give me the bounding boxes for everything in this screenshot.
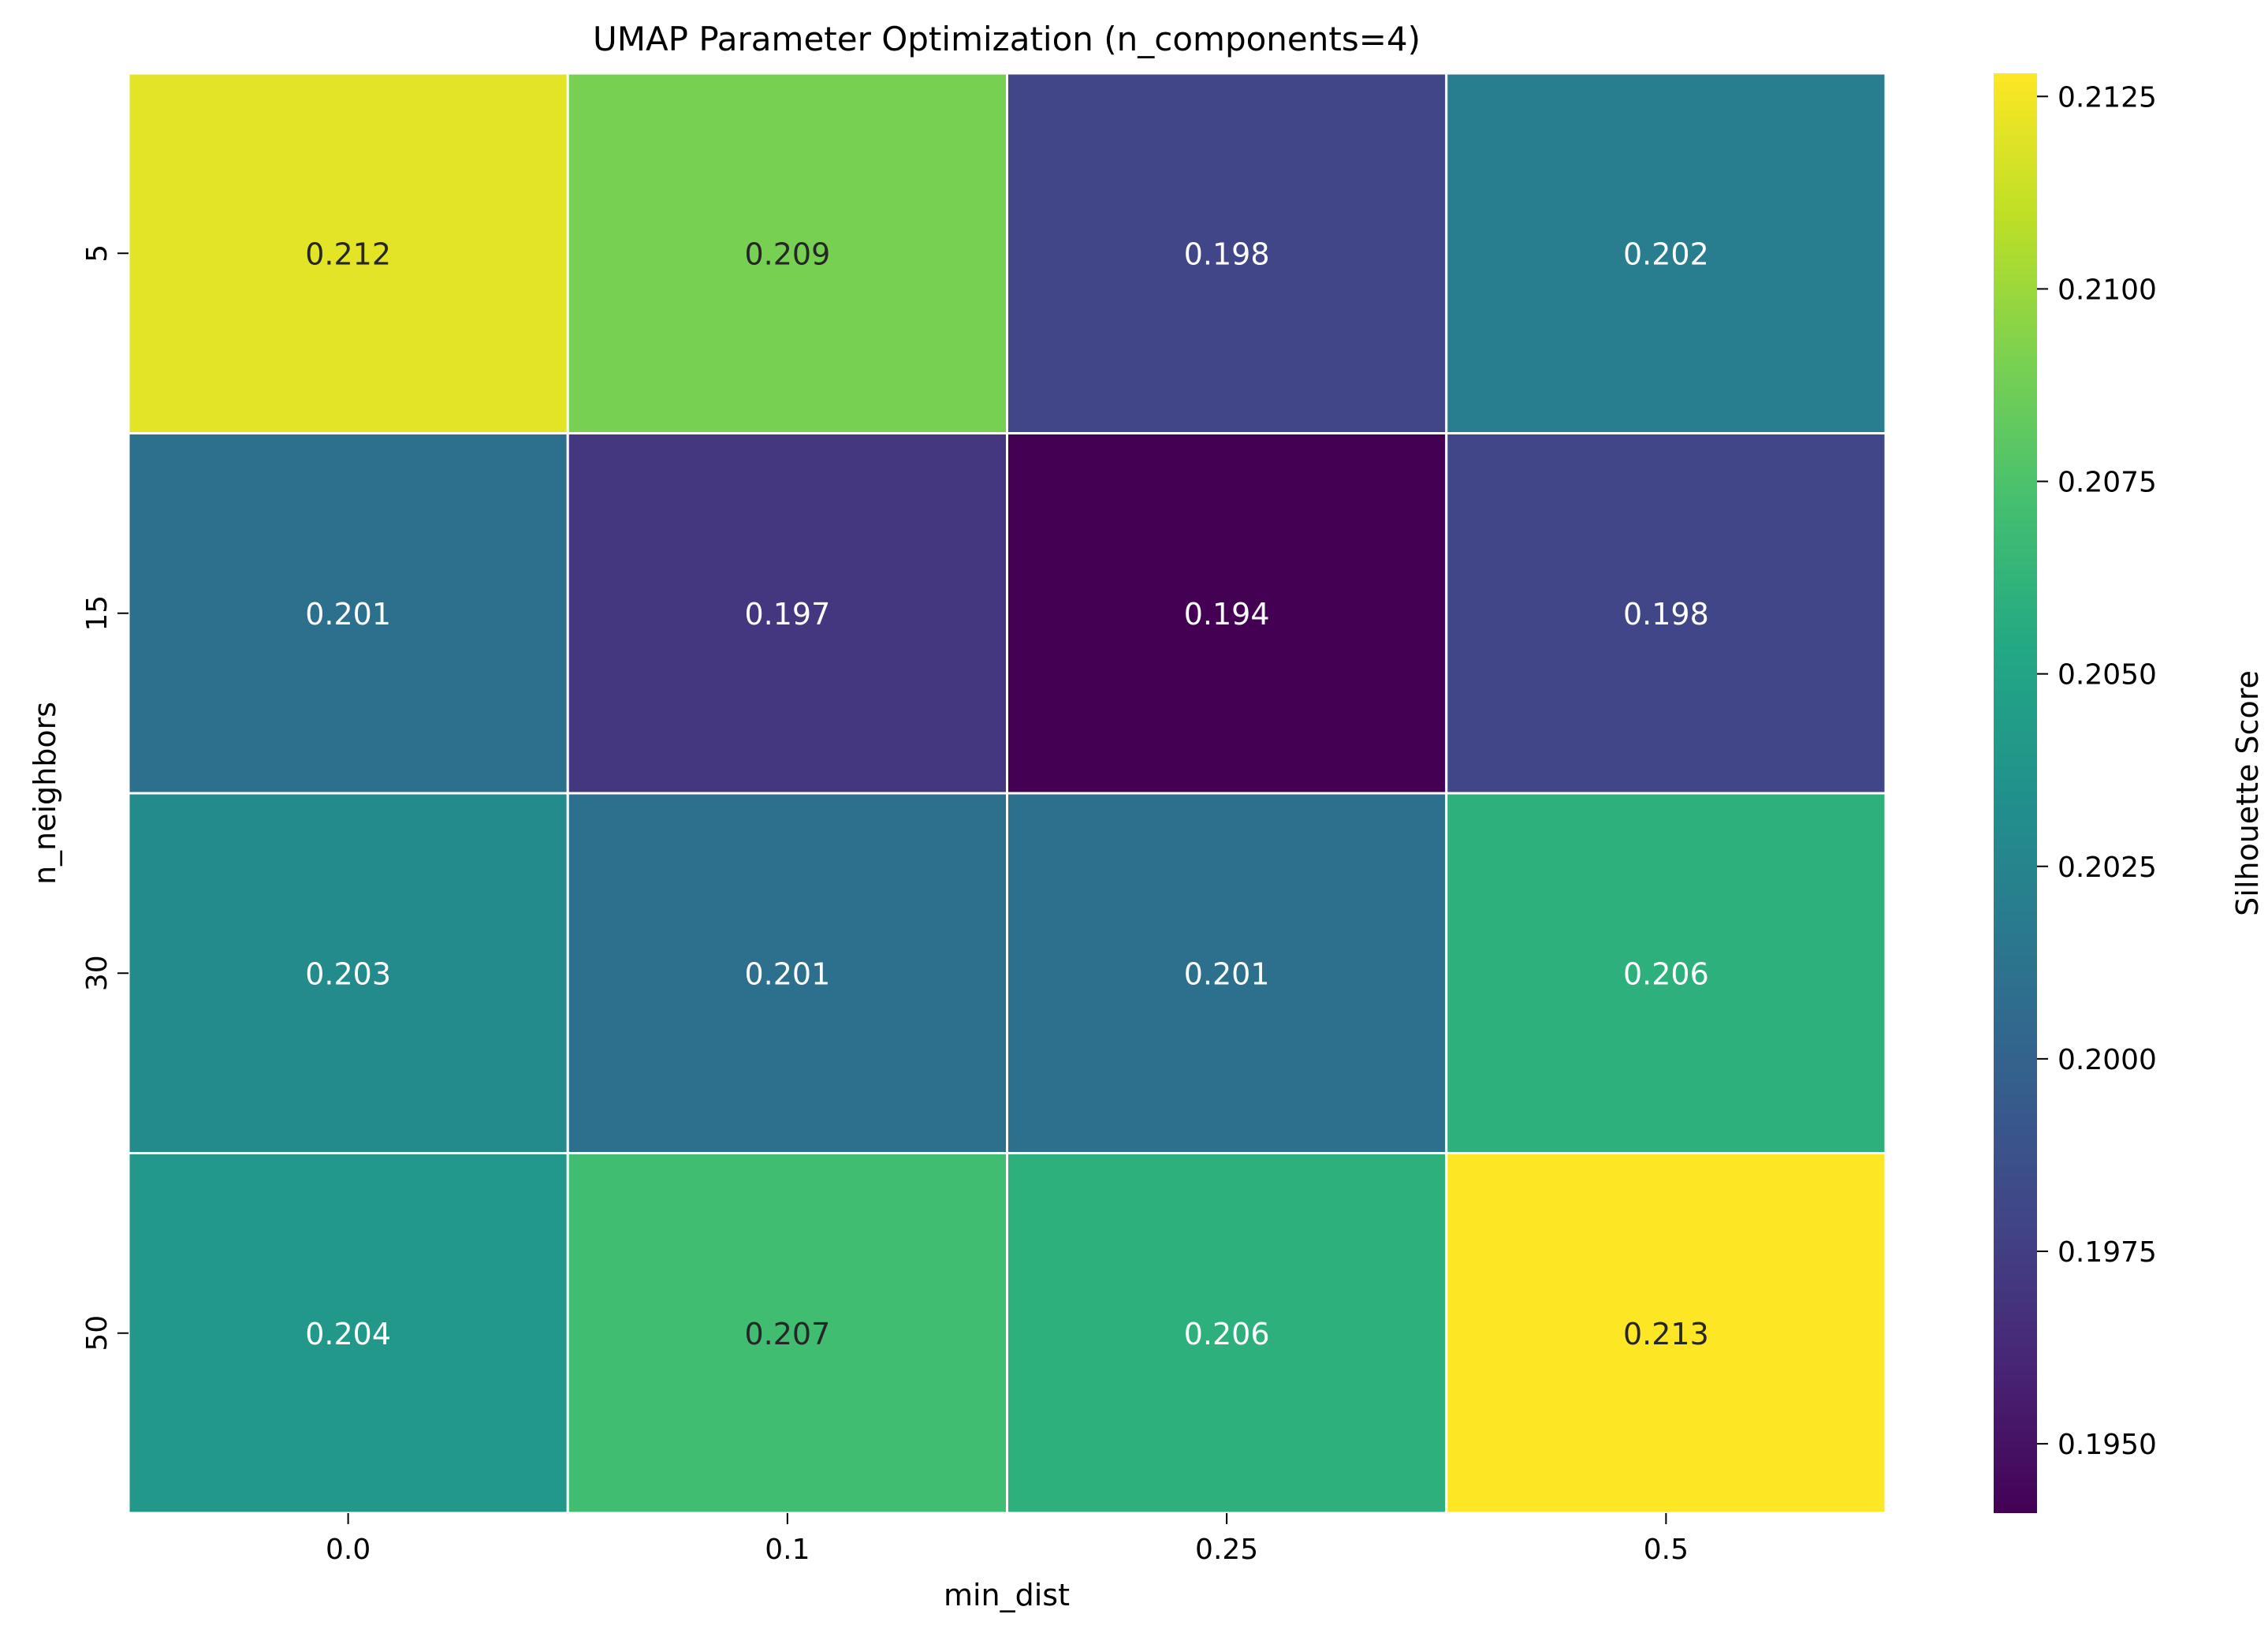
cell-value-label: 0.194 [1184, 597, 1270, 632]
cell-value-label: 0.201 [1184, 956, 1270, 991]
cell-value-label: 0.207 [744, 1317, 830, 1351]
cell-value-label: 0.202 [1623, 237, 1709, 271]
y-tick-label: 15 [81, 595, 114, 632]
heatmap-cell [1445, 432, 1887, 795]
colorbar-tick-label: 0.2025 [2058, 852, 2157, 884]
x-axis: 0.0 0.1 0.25 0.5 [326, 1513, 1689, 1566]
cell-value-label: 0.204 [305, 1317, 391, 1351]
x-axis-label: min_dist [944, 1578, 1070, 1612]
cell-value-label: 0.198 [1623, 597, 1709, 632]
y-axis: 5 15 30 50 [81, 244, 128, 1351]
colorbar-tick-label: 0.2100 [2058, 274, 2157, 306]
y-tick-label: 50 [81, 1315, 114, 1351]
chart-title: UMAP Parameter Optimization (n_component… [593, 20, 1421, 58]
heatmap-cell [566, 1152, 1008, 1515]
colorbar-tick-label: 0.1975 [2058, 1236, 2157, 1269]
colorbar-tick-label: 0.2075 [2058, 467, 2157, 499]
cell-value-label: 0.197 [744, 597, 830, 632]
x-tick-label: 0.5 [1644, 1534, 1689, 1566]
heatmap-cell [1006, 432, 1448, 795]
heatmap-cell [1445, 1152, 1887, 1515]
cell-value-label: 0.213 [1623, 1317, 1709, 1351]
heatmap-cell [1006, 1152, 1448, 1515]
heatmap-cell [127, 432, 569, 795]
colorbar-tick-label: 0.2000 [2058, 1044, 2157, 1076]
cell-value-label: 0.206 [1184, 1317, 1270, 1351]
colorbar-axis: 0.1950 0.1975 0.2000 0.2025 0.2050 0.2075 0.21… [2037, 81, 2157, 1461]
x-tick-label: 0.0 [326, 1534, 371, 1566]
x-tick-label: 0.25 [1195, 1534, 1258, 1566]
heatmap-cell [1006, 72, 1448, 434]
cell-value-label: 0.201 [305, 597, 391, 632]
heatmap-cell [127, 1152, 569, 1515]
cell-value-label: 0.209 [744, 237, 830, 271]
y-tick-label: 30 [81, 955, 114, 991]
heatmap-cells: 0.212 0.209 0.198 0.202 0.201 0.197 0.194 0.198… [127, 72, 1887, 1515]
colorbar-tick-label: 0.2050 [2058, 659, 2157, 691]
cell-value-label: 0.198 [1184, 237, 1270, 271]
colorbar-tick-label: 0.1950 [2058, 1429, 2157, 1461]
heatmap-cell [566, 792, 1008, 1154]
cell-value-label: 0.212 [305, 237, 391, 271]
cell-value-label: 0.201 [744, 956, 830, 991]
cell-value-label: 0.203 [305, 956, 391, 991]
heatmap-cell [1445, 72, 1887, 434]
y-tick-label: 5 [81, 244, 114, 263]
cell-value-label: 0.206 [1623, 956, 1709, 991]
x-tick-label: 0.1 [765, 1534, 810, 1566]
heatmap-cell [566, 72, 1008, 434]
colorbar-tick-label: 0.2125 [2058, 81, 2157, 114]
colorbar [1994, 73, 2037, 1513]
y-axis-label: n_neighbors [28, 702, 62, 885]
colorbar-label: Silhouette Score [2230, 670, 2265, 916]
heatmap-cell [566, 432, 1008, 795]
heatmap-cell [1445, 792, 1887, 1154]
heatmap-cell [127, 72, 569, 434]
